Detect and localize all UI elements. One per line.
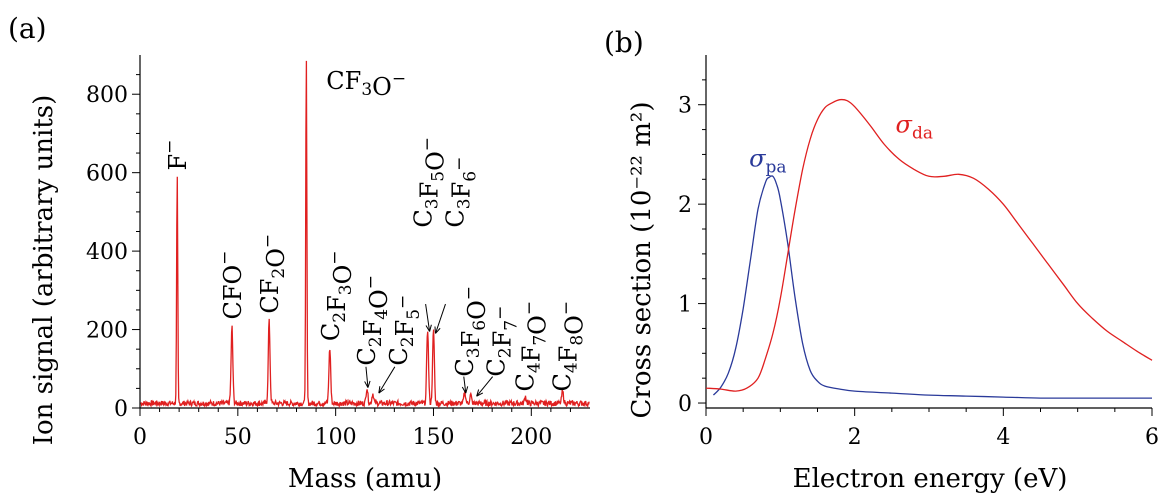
leader-arrowhead <box>378 386 385 394</box>
panel-b-series: σpa σda <box>705 98 1153 399</box>
leader-line <box>435 303 446 334</box>
series-line-sigma-pa <box>712 175 1152 399</box>
series-line-sigma-da <box>705 98 1153 392</box>
panel-a-ylabel: Ion signal (arbitrary units) <box>29 95 59 446</box>
panel-b: (b) 0 2 4 6 0 1 2 3 σpa σda Electron energy (eV)… <box>604 26 1159 494</box>
peak-label: C2F4O− <box>353 275 393 366</box>
peak-label: CF3O− <box>326 67 406 101</box>
y-tick-label: 0 <box>114 397 128 422</box>
peak-label: C3F6− <box>441 157 480 228</box>
x-tick-label: 0 <box>699 425 713 450</box>
leader-arrowhead <box>476 389 484 397</box>
panel-a-label: (a) <box>8 12 47 45</box>
x-tick-label: 4 <box>996 425 1010 450</box>
y-tick-label: 200 <box>86 319 128 344</box>
panel-a-xlabel: Mass (amu) <box>288 464 442 494</box>
leader-arrowhead <box>434 326 441 334</box>
panel-b-xlabel: Electron energy (eV) <box>793 464 1068 494</box>
x-tick-label: 50 <box>224 425 252 450</box>
peak-label: C2F7− <box>483 306 522 377</box>
y-tick-label: 1 <box>678 293 692 318</box>
panel-b-axes <box>705 55 1152 409</box>
panel-a-peak-labels: F−CFO−CF2O−CF3O−C2F3O−C2F4O−C2F5−C3F5O−C… <box>160 67 589 397</box>
peak-label: CFO− <box>215 251 247 320</box>
panel-b-label: (b) <box>604 26 644 59</box>
y-tick-label: 0 <box>678 392 692 417</box>
leader-arrowhead <box>425 324 432 332</box>
y-tick-label: 3 <box>678 94 692 119</box>
leader-arrowhead <box>461 386 469 394</box>
peak-label: C3F5O− <box>410 137 450 228</box>
peak-label: C2F5− <box>385 295 424 366</box>
y-tick-label: 2 <box>678 193 692 218</box>
y-tick-label: 400 <box>86 240 128 265</box>
x-tick-label: 200 <box>510 425 552 450</box>
panel-a: (a) 0 50 100 150 200 0 200 400 600 800 F− CFO− CF2O… <box>8 12 590 494</box>
peak-label: C4F8O− <box>549 301 589 392</box>
leader-line <box>463 376 467 394</box>
x-tick-label: 2 <box>848 425 862 450</box>
leader-line <box>476 376 494 397</box>
leader-arrowhead <box>364 380 371 388</box>
series-label-sigma-pa: σpa <box>749 144 786 177</box>
leader-line <box>365 366 369 388</box>
leader-line <box>378 366 396 394</box>
x-tick-label: 0 <box>133 425 147 450</box>
panel-b-ticks: 0 2 4 6 0 1 2 3 <box>678 79 1159 450</box>
x-tick-label: 100 <box>315 425 357 450</box>
panel-a-ticks: 0 50 100 150 200 0 200 400 600 800 <box>86 74 571 450</box>
x-tick-label: 150 <box>412 425 454 450</box>
y-tick-label: 800 <box>86 83 128 108</box>
panel-b-ylabel: Cross section (10⁻²² m²) <box>627 102 657 419</box>
x-tick-label: 6 <box>1145 425 1159 450</box>
peak-label: F− <box>160 140 192 171</box>
series-label-sigma-da: σda <box>896 111 933 144</box>
peak-label: C2F3O− <box>317 250 357 341</box>
mass-spectrum-line <box>140 60 590 409</box>
y-tick-label: 600 <box>86 162 128 187</box>
peak-label: C4F7O− <box>511 301 551 392</box>
peak-label: CF2O− <box>256 234 290 314</box>
peak-label: C3F6O− <box>451 286 491 377</box>
leader-line <box>425 303 431 332</box>
